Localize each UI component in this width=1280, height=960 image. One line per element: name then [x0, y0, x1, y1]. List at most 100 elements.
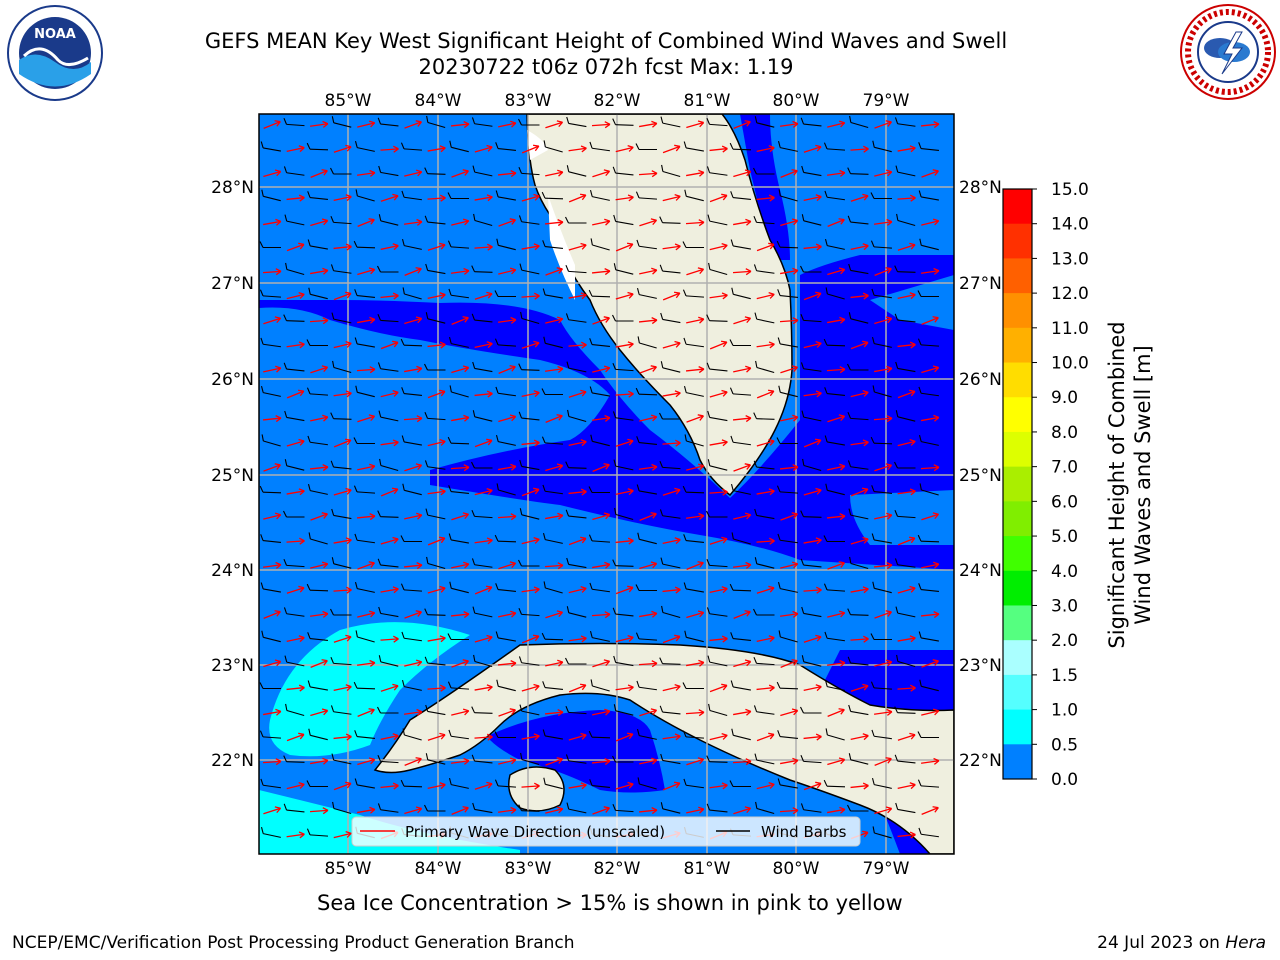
wave-arrow	[451, 512, 470, 521]
wave-arrow	[756, 635, 775, 643]
wind-barb	[331, 508, 352, 520]
wind-barb	[566, 557, 587, 569]
wind-barb	[612, 411, 634, 421]
wave-arrow	[639, 267, 658, 275]
wave-arrow	[568, 782, 587, 790]
wind-barb	[824, 190, 845, 201]
wave-arrow	[474, 684, 493, 692]
wave-arrow	[498, 561, 517, 570]
wave-arrow	[920, 267, 940, 275]
colorbar-swatch	[1003, 362, 1032, 398]
wind-barb	[918, 583, 940, 592]
colorbar-swatch	[1003, 223, 1032, 259]
wave-arrow	[263, 120, 281, 129]
wave-arrow	[591, 611, 611, 619]
wave-arrow	[568, 242, 587, 251]
wave-arrow	[451, 169, 469, 178]
lon-label-top: 80°W	[773, 91, 820, 111]
wave-arrow	[639, 561, 658, 570]
wind-barb	[753, 264, 775, 274]
wind-barb	[660, 753, 681, 765]
wind-barb	[800, 754, 822, 764]
wave-arrow	[639, 365, 657, 374]
wind-barb	[659, 460, 681, 470]
wave-arrow	[451, 561, 470, 569]
wave-arrow	[592, 218, 611, 226]
wave-arrow	[897, 242, 916, 251]
wave-arrow	[756, 438, 775, 447]
wind-barb	[589, 779, 611, 788]
wave-arrow	[427, 635, 446, 643]
wind-barb	[471, 117, 493, 127]
wave-arrow	[357, 218, 375, 227]
lat-label-right: 28°N	[959, 178, 1002, 198]
wave-arrow	[592, 561, 611, 569]
wave-arrow	[639, 414, 658, 422]
wind-barb	[778, 385, 798, 398]
wind-barb	[800, 510, 822, 518]
wave-arrow	[380, 683, 399, 692]
wave-arrow	[333, 634, 352, 643]
wave-arrow	[521, 536, 540, 545]
wave-arrow	[826, 169, 846, 177]
wave-arrow	[662, 390, 681, 398]
wave-arrow	[662, 683, 681, 692]
wave-arrow	[615, 242, 634, 252]
wind-barb	[518, 118, 540, 126]
wave-arrow	[568, 292, 587, 300]
wave-arrow	[874, 659, 893, 667]
wave-arrow	[545, 414, 563, 423]
map-legend: Primary Wave Direction (unscaled) Wind B…	[351, 816, 861, 847]
wave-arrow	[310, 708, 329, 717]
wave-arrow	[873, 218, 893, 226]
wind-barb	[283, 607, 305, 617]
wind-barb	[589, 386, 610, 397]
wave-arrow	[263, 316, 282, 325]
wind-barb	[637, 777, 657, 790]
wind-barb	[894, 754, 916, 764]
wind-barb	[307, 435, 328, 446]
wind-barb	[729, 780, 751, 788]
wind-barb	[447, 633, 469, 641]
wind-barb	[542, 288, 563, 299]
wave-arrow	[404, 806, 423, 815]
wind-barb	[306, 142, 329, 151]
wave-arrow	[497, 660, 517, 668]
wave-arrow	[474, 291, 493, 300]
wave-arrow	[897, 782, 916, 790]
wind-barb	[847, 167, 869, 175]
wave-arrow	[263, 463, 281, 472]
wave-arrow	[709, 683, 728, 693]
wind-barb	[753, 656, 775, 666]
wind-barb	[776, 681, 799, 690]
wind-barb	[353, 240, 376, 249]
wave-arrow	[592, 169, 611, 178]
lon-label-bottom: 79°W	[863, 859, 910, 879]
wind-barb	[330, 705, 352, 715]
wind-barb	[800, 803, 822, 813]
wave-arrow	[521, 586, 540, 594]
wave-arrow	[803, 340, 822, 349]
wind-barb	[424, 656, 446, 666]
wave-arrow	[545, 659, 564, 667]
wind-barb	[565, 216, 587, 224]
wind-barb	[847, 804, 869, 812]
wind-barb	[896, 213, 916, 227]
wind-barb	[307, 483, 328, 495]
wind-barb	[801, 655, 822, 667]
wind-barb	[308, 728, 328, 741]
wind-barb	[684, 434, 704, 447]
wave-arrow	[568, 635, 587, 643]
wave-arrow	[827, 120, 846, 128]
wave-arrow	[756, 242, 775, 252]
wave-arrow	[850, 389, 869, 398]
wave-arrow	[380, 193, 399, 202]
wind-barb	[496, 238, 516, 251]
wind-barb	[519, 704, 540, 716]
wind-barb	[425, 704, 446, 716]
wave-arrow	[780, 169, 798, 178]
legend-wave-label: Primary Wave Direction (unscaled)	[405, 823, 665, 841]
wave-arrow	[380, 536, 399, 545]
wave-arrow	[591, 121, 611, 129]
colorbar-tick-label: 0.5	[1051, 735, 1078, 755]
